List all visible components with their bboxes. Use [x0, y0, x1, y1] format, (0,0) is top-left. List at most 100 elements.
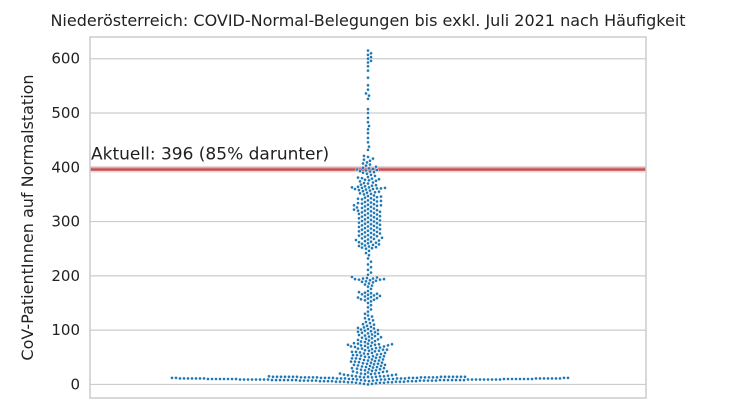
data-point	[362, 358, 366, 362]
data-point	[361, 161, 365, 166]
data-point	[423, 375, 427, 380]
data-point	[366, 370, 370, 375]
data-point	[372, 202, 376, 206]
data-point	[271, 375, 275, 379]
data-point	[218, 377, 222, 381]
data-point	[366, 352, 370, 356]
data-point	[378, 231, 382, 236]
data-point	[366, 237, 370, 242]
data-point	[366, 313, 370, 318]
data-point	[373, 349, 377, 354]
data-point	[363, 328, 367, 333]
data-point	[363, 298, 367, 303]
data-point	[362, 325, 366, 330]
data-point	[375, 221, 379, 225]
data-point	[360, 214, 364, 219]
data-point	[506, 377, 510, 381]
data-point	[355, 205, 359, 210]
data-point	[490, 377, 494, 382]
data-point	[358, 179, 362, 184]
data-point	[361, 361, 365, 366]
data-point	[346, 343, 350, 347]
data-point	[368, 159, 372, 163]
data-point	[366, 175, 370, 179]
data-point	[369, 235, 373, 240]
data-point	[369, 222, 373, 227]
data-point	[377, 371, 381, 375]
y-tick-label: 600	[51, 50, 80, 68]
data-point	[364, 163, 368, 168]
data-point	[363, 348, 367, 352]
data-point	[369, 287, 373, 291]
data-point	[363, 344, 367, 348]
data-point	[360, 210, 364, 215]
data-point	[386, 380, 390, 385]
data-point	[363, 195, 367, 200]
data-point	[378, 294, 382, 298]
data-point	[369, 307, 373, 312]
data-point	[378, 227, 382, 231]
data-point	[314, 378, 318, 383]
data-point	[399, 376, 403, 381]
data-point	[258, 377, 262, 382]
data-point	[454, 378, 458, 382]
data-point	[170, 376, 174, 380]
data-point	[370, 246, 374, 250]
data-point	[377, 242, 381, 247]
data-point	[366, 194, 370, 198]
data-point	[353, 187, 357, 191]
data-point	[342, 379, 346, 384]
data-point	[358, 350, 362, 355]
data-point	[366, 64, 370, 69]
data-point	[374, 179, 378, 183]
data-point	[322, 379, 326, 383]
data-point	[372, 322, 376, 327]
data-point	[486, 377, 490, 382]
data-point	[369, 213, 373, 218]
data-point	[455, 375, 459, 379]
data-point	[382, 277, 386, 281]
data-point	[367, 334, 371, 339]
data-point	[369, 231, 373, 235]
data-point	[266, 377, 270, 382]
data-point	[250, 377, 254, 382]
data-point	[367, 185, 371, 190]
data-point	[361, 322, 365, 326]
data-point	[363, 178, 367, 182]
data-point	[378, 345, 382, 350]
data-point	[364, 251, 368, 255]
data-point	[470, 377, 474, 382]
data-point	[357, 244, 361, 248]
data-point	[364, 91, 368, 96]
data-point	[359, 182, 363, 187]
data-point	[311, 375, 315, 380]
data-point	[363, 290, 367, 295]
data-point	[385, 369, 389, 374]
data-point	[354, 238, 358, 242]
current-value-annotation: Aktuell: 396 (85% darunter)	[91, 144, 329, 164]
data-point	[379, 335, 383, 339]
data-point	[362, 351, 366, 356]
data-point	[375, 352, 379, 357]
data-point	[282, 378, 286, 382]
data-point	[369, 344, 373, 348]
data-point	[350, 373, 354, 378]
data-point	[355, 167, 359, 172]
data-point	[352, 207, 356, 212]
data-point	[355, 353, 359, 357]
data-point	[447, 375, 451, 379]
data-point	[355, 377, 359, 382]
data-point	[366, 53, 370, 57]
data-point	[359, 343, 363, 348]
data-point	[366, 301, 370, 305]
data-point	[202, 376, 206, 381]
data-point	[376, 362, 380, 366]
data-point	[368, 278, 372, 282]
data-point	[379, 203, 383, 208]
data-point	[458, 378, 462, 382]
data-point	[360, 236, 364, 241]
data-point	[410, 379, 414, 383]
data-point	[369, 360, 373, 365]
data-point	[365, 324, 369, 328]
data-point	[375, 212, 379, 217]
